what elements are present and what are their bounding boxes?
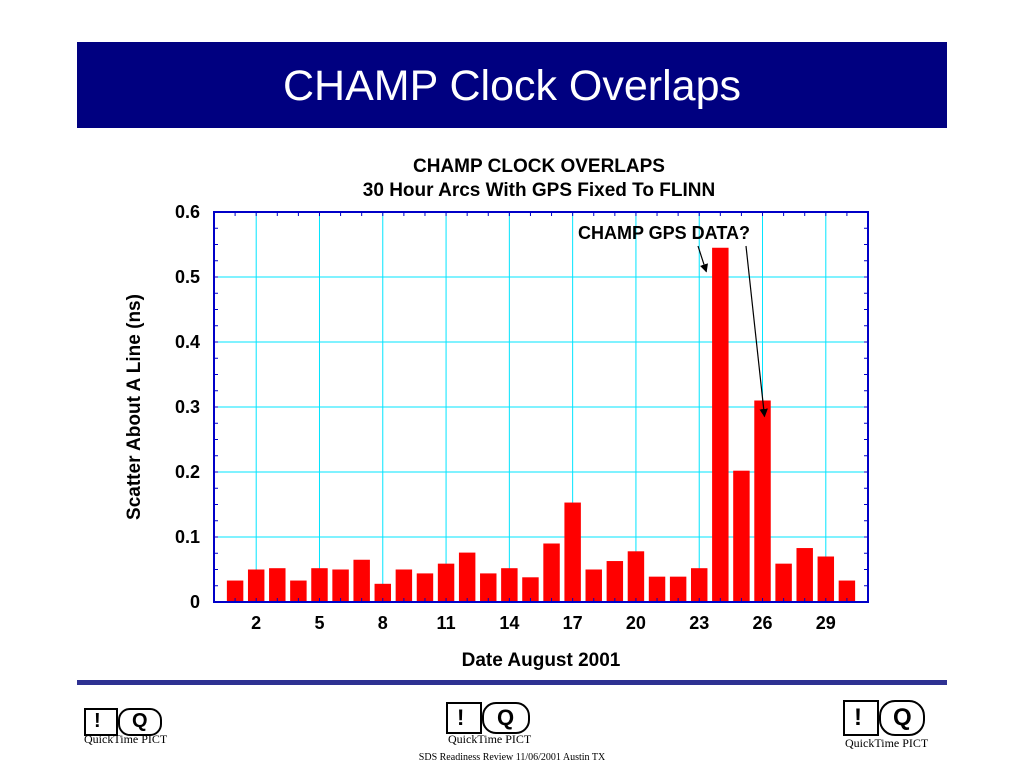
bar: [838, 580, 856, 602]
bar: [501, 568, 518, 602]
x-tick-label: 29: [816, 613, 836, 633]
slide-title: CHAMP Clock Overlaps: [283, 62, 741, 110]
bar: [712, 247, 729, 602]
y-axis-label: Scatter About A Line (ns): [124, 294, 145, 520]
bar: [754, 400, 771, 602]
logo-caption: QuickTime PICT: [845, 736, 929, 750]
bar: [669, 576, 687, 602]
y-tick-label: 0.3: [175, 397, 200, 417]
bar: [627, 551, 645, 602]
bar: [226, 580, 244, 602]
bar: [332, 569, 349, 602]
x-axis-label: Date August 2001: [462, 650, 621, 671]
x-tick-label: 11: [437, 613, 456, 633]
bar: [564, 502, 581, 602]
bar-chart: 2 5 8 11 14 17 20 23 26 29 0 0.1 0.2 0.3 0.4 0.5 0.6 CHAM…: [124, 156, 869, 671]
bar: [269, 568, 286, 602]
title-banner: CHAMP Clock Overlaps: [77, 42, 947, 128]
x-tick-label: 17: [563, 613, 583, 633]
bar: [290, 580, 307, 602]
quicktime-pict-logo: ! Q QuickTime PICT: [84, 708, 214, 748]
bar: [775, 563, 792, 602]
footer-divider: [77, 680, 947, 685]
quicktime-q-icon: Q: [118, 708, 162, 736]
placeholder-icon: !: [446, 702, 482, 734]
bar: [585, 569, 602, 602]
y-tick-label: 0.4: [175, 332, 200, 352]
bar: [247, 569, 265, 602]
quicktime-q-icon: Q: [879, 700, 925, 736]
bar: [796, 548, 813, 602]
bar: [648, 576, 666, 602]
chart-subtitle: 30 Hour Arcs With GPS Fixed To FLINN: [363, 180, 715, 201]
bar: [416, 573, 434, 602]
bar: [543, 543, 560, 602]
y-tick-label: 0.1: [175, 527, 200, 547]
annotation-arrow: [697, 245, 708, 273]
quicktime-pict-logo: ! Q QuickTime PICT: [843, 700, 953, 752]
bar: [374, 583, 392, 602]
y-tick-label: 0.2: [175, 462, 200, 482]
bar: [353, 559, 370, 602]
chart-title: CHAMP CLOCK OVERLAPS: [413, 156, 665, 177]
y-tick-label: 0.6: [175, 202, 200, 222]
logo-caption: QuickTime PICT: [84, 732, 168, 746]
bar: [690, 568, 708, 602]
bar: [311, 568, 328, 602]
y-tick-label: 0: [190, 592, 200, 612]
x-tick-label: 14: [499, 613, 519, 633]
quicktime-q-icon: Q: [482, 702, 530, 734]
bar: [395, 569, 413, 602]
annotation-label: CHAMP GPS DATA?: [578, 223, 750, 243]
placeholder-icon: !: [843, 700, 879, 736]
placeholder-icon: !: [84, 708, 118, 736]
footer-text: SDS Readiness Review 11/06/2001 Austin T…: [418, 752, 606, 763]
y-tick-label: 0.5: [175, 267, 200, 287]
bar: [606, 561, 624, 602]
bar: [733, 470, 750, 602]
bar: [817, 556, 835, 602]
x-tick-label: 20: [626, 613, 646, 633]
bar: [458, 552, 476, 602]
logo-caption: QuickTime PICT: [448, 732, 532, 746]
bar: [522, 577, 539, 602]
x-tick-label: 2: [251, 613, 261, 633]
quicktime-pict-logo: ! Q QuickTime PICT: [446, 702, 576, 748]
annotation-arrow: [745, 245, 768, 418]
x-tick-label: 8: [378, 613, 388, 633]
bar: [437, 563, 455, 602]
x-tick-label: 23: [689, 613, 709, 633]
bar: [480, 573, 497, 602]
x-tick-label: 26: [753, 613, 773, 633]
x-tick-label: 5: [314, 613, 324, 633]
